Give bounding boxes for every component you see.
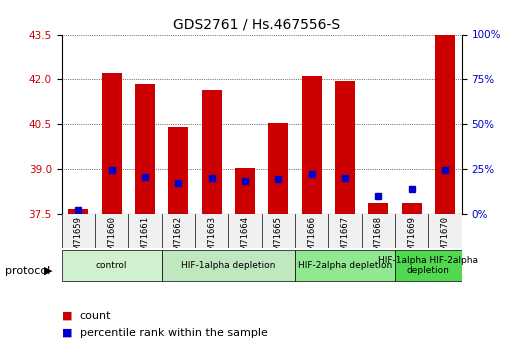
Bar <box>102 73 122 214</box>
Bar <box>402 204 422 214</box>
Text: GSM71666: GSM71666 <box>307 216 316 259</box>
FancyBboxPatch shape <box>62 250 162 281</box>
Bar <box>235 168 255 214</box>
Text: GDS2761 / Hs.467556-S: GDS2761 / Hs.467556-S <box>173 17 340 31</box>
Text: ■: ■ <box>62 311 72 321</box>
Text: ▶: ▶ <box>44 266 52 276</box>
Bar <box>335 81 355 214</box>
FancyBboxPatch shape <box>162 250 295 281</box>
Bar <box>168 127 188 214</box>
Bar <box>268 123 288 214</box>
Text: count: count <box>80 311 111 321</box>
Text: GSM71662: GSM71662 <box>174 216 183 259</box>
FancyBboxPatch shape <box>395 250 462 281</box>
Text: HIF-1alpha depletion: HIF-1alpha depletion <box>181 261 275 270</box>
Bar <box>135 84 155 214</box>
Bar <box>202 90 222 214</box>
Text: ■: ■ <box>62 328 72 338</box>
Text: control: control <box>96 261 127 270</box>
Text: protocol: protocol <box>5 266 50 276</box>
Text: GSM71665: GSM71665 <box>274 216 283 259</box>
Text: HIF-2alpha depletion: HIF-2alpha depletion <box>298 261 392 270</box>
Text: GSM71659: GSM71659 <box>74 216 83 259</box>
Text: GSM71669: GSM71669 <box>407 216 416 259</box>
Bar <box>435 34 455 214</box>
Text: GSM71670: GSM71670 <box>441 216 449 259</box>
Text: GSM71668: GSM71668 <box>374 216 383 259</box>
Text: HIF-1alpha HIF-2alpha
depletion: HIF-1alpha HIF-2alpha depletion <box>379 256 478 275</box>
Text: GSM71660: GSM71660 <box>107 216 116 259</box>
Text: GSM71667: GSM71667 <box>341 216 349 259</box>
Bar <box>68 209 88 214</box>
Text: GSM71663: GSM71663 <box>207 216 216 259</box>
Bar <box>302 76 322 214</box>
Text: GSM71664: GSM71664 <box>241 216 249 259</box>
Bar <box>368 204 388 214</box>
Text: percentile rank within the sample: percentile rank within the sample <box>80 328 267 338</box>
Text: GSM71661: GSM71661 <box>141 216 149 259</box>
FancyBboxPatch shape <box>295 250 395 281</box>
